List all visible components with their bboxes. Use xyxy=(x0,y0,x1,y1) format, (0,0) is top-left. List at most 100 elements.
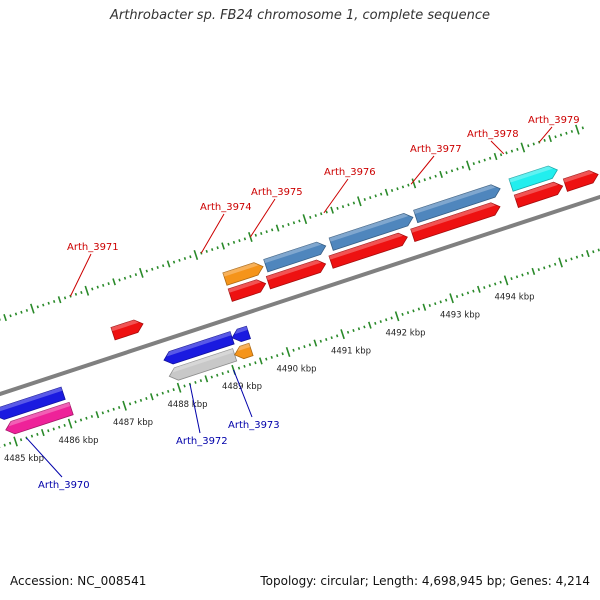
minus-tick xyxy=(526,271,530,275)
minus-tick xyxy=(434,302,437,306)
plus-tick xyxy=(341,205,345,209)
plus-tick xyxy=(357,196,362,207)
minus-tick xyxy=(79,418,83,422)
gene-arrow[interactable] xyxy=(231,325,251,343)
plus-tick xyxy=(320,212,323,216)
gene-arrow-highlight xyxy=(237,343,251,352)
gene-arrow[interactable] xyxy=(508,165,558,192)
minus-tick xyxy=(553,262,557,266)
gene-arrow-highlight xyxy=(0,387,63,412)
gene-label[interactable]: Arth_3974 xyxy=(200,202,252,213)
minus-tick xyxy=(503,275,509,286)
gene-arrow[interactable] xyxy=(263,241,327,273)
minus-tick xyxy=(237,366,241,370)
gene-arrow[interactable] xyxy=(513,181,564,208)
gene-label[interactable]: Arth_3977 xyxy=(410,144,462,155)
gene-label[interactable]: Arth_3978 xyxy=(467,129,519,140)
plus-tick xyxy=(281,224,285,228)
gene-label[interactable]: Arth_3970 xyxy=(38,480,90,491)
plus-tick xyxy=(216,246,219,250)
gene-arrow-highlight xyxy=(172,348,234,373)
gene-arrow-highlight xyxy=(166,331,232,357)
plus-tick xyxy=(407,183,410,187)
minus-tick xyxy=(128,402,132,406)
minus-tick xyxy=(543,266,546,270)
gene-arrow[interactable] xyxy=(562,170,599,192)
plus-tick xyxy=(559,133,563,137)
gene-leader-line xyxy=(70,253,92,297)
minus-tick xyxy=(19,438,23,442)
gene-arrow[interactable] xyxy=(227,279,267,302)
plus-tick xyxy=(302,214,308,225)
gene-arrow[interactable] xyxy=(0,386,66,420)
gene-label[interactable]: Arth_3972 xyxy=(176,436,228,447)
plus-tick xyxy=(265,230,268,234)
gene-label[interactable]: Arth_3975 xyxy=(251,187,303,198)
gene-arrow[interactable] xyxy=(234,342,254,360)
minus-tick xyxy=(149,393,154,401)
plus-tick xyxy=(193,249,199,260)
gene-arrow-highlight xyxy=(509,166,554,183)
minus-tick xyxy=(36,432,39,436)
minus-tick xyxy=(521,273,524,277)
plus-tick xyxy=(129,274,132,278)
plus-tick xyxy=(156,265,159,269)
gene-arrow[interactable] xyxy=(222,262,264,286)
gene-leader-line xyxy=(490,140,505,155)
topology-summary: Topology: circular; Length: 4,698,945 bp… xyxy=(260,574,590,588)
gene-arrow[interactable] xyxy=(5,401,74,435)
gene-features xyxy=(0,165,599,435)
minus-tick xyxy=(112,407,115,411)
gene-label[interactable]: Arth_3973 xyxy=(228,420,280,431)
gene-arrow[interactable] xyxy=(413,184,501,224)
plus-tick xyxy=(9,314,12,318)
gene-label[interactable]: Arth_3979 xyxy=(528,115,580,126)
plus-tick xyxy=(270,228,274,232)
plus-tick xyxy=(527,144,530,148)
scale-label: 4488 kbp xyxy=(167,400,207,410)
gene-arrow[interactable] xyxy=(110,319,144,341)
plus-tick xyxy=(384,188,389,196)
gene-arrow[interactable] xyxy=(328,232,408,269)
minus-tick xyxy=(401,312,404,316)
minus-tick xyxy=(325,337,328,341)
plus-tick xyxy=(478,160,481,164)
gene-arrow[interactable] xyxy=(410,202,501,242)
minus-tick xyxy=(449,293,454,304)
minus-tick xyxy=(85,416,88,420)
minus-tick xyxy=(515,275,519,279)
plus-tick xyxy=(96,285,99,289)
gene-labels: Arth_3971 Arth_3974 Arth_3975 Arth_3976 Arth… xyxy=(26,115,580,491)
scale-label: 4492 kbp xyxy=(385,329,425,339)
scale-label: 4490 kbp xyxy=(276,364,316,374)
plus-tick xyxy=(570,129,574,133)
plus-tick xyxy=(139,267,144,278)
minus-tick xyxy=(47,429,50,433)
plus-tick xyxy=(505,151,508,155)
minus-tick xyxy=(585,249,590,258)
minus-tick xyxy=(417,307,421,311)
minus-tick xyxy=(531,267,536,276)
minus-tick xyxy=(466,291,470,295)
plus-tick xyxy=(330,206,334,214)
plus-tick xyxy=(581,126,584,130)
gene-arrow-highlight xyxy=(413,184,496,214)
minus-tick xyxy=(134,400,137,404)
minus-tick xyxy=(145,397,148,401)
minus-tick xyxy=(297,346,301,350)
minus-tick xyxy=(335,334,339,338)
gene-arrow[interactable] xyxy=(168,348,238,381)
scale-label: 4491 kbp xyxy=(331,346,371,356)
gene-label[interactable]: Arth_3971 xyxy=(67,242,119,253)
plus-tick xyxy=(423,178,426,182)
plus-tick xyxy=(112,278,116,286)
gene-arrow-highlight xyxy=(8,402,71,427)
gene-arrow[interactable] xyxy=(328,213,414,251)
gene-arrow[interactable] xyxy=(163,331,235,365)
plus-tick xyxy=(510,149,514,153)
gene-arrow[interactable] xyxy=(265,259,327,290)
plus-tick xyxy=(483,158,486,162)
minus-tick xyxy=(406,311,410,315)
gene-label[interactable]: Arth_3976 xyxy=(324,167,376,178)
